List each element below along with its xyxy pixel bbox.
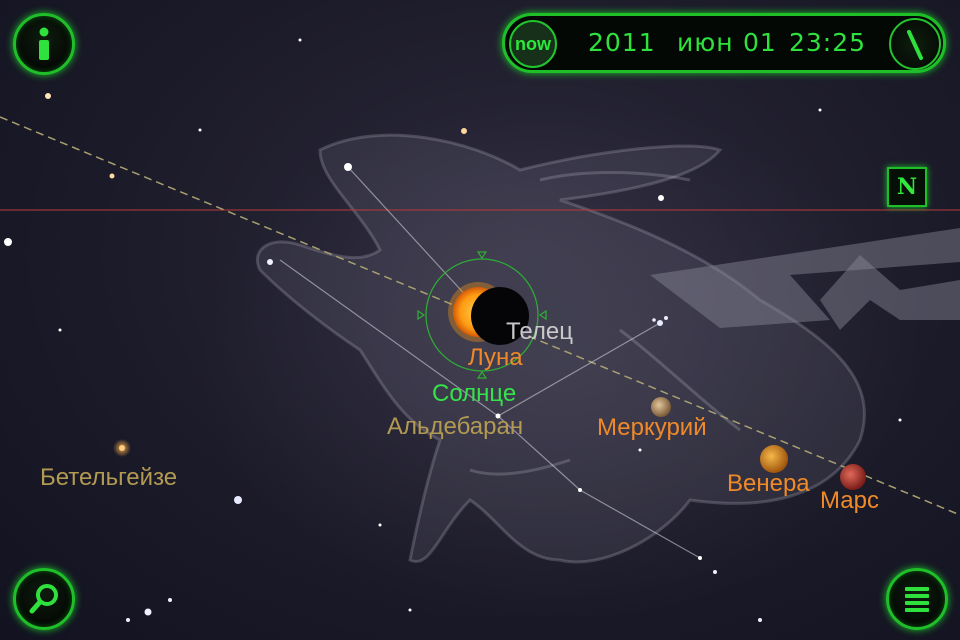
moon-label: Луна	[468, 344, 523, 371]
now-button[interactable]: now	[509, 20, 557, 68]
star	[45, 93, 51, 99]
sun-label: Солнце	[432, 380, 517, 407]
star	[109, 173, 115, 179]
star	[198, 128, 202, 132]
menu-button[interactable]	[886, 568, 948, 630]
star	[298, 38, 302, 42]
star	[664, 316, 668, 320]
venus-label: Венера	[727, 470, 810, 497]
time-dial-button[interactable]	[889, 18, 941, 70]
star	[652, 318, 656, 322]
star	[234, 496, 242, 504]
year-value[interactable]: 2011	[588, 28, 656, 57]
mercury-label: Меркурий	[597, 414, 707, 441]
star	[578, 488, 582, 492]
star	[698, 556, 702, 560]
selection-target-ring	[417, 251, 547, 379]
mars-label: Марс	[820, 487, 879, 514]
star	[4, 238, 12, 246]
constellation-lines	[279, 166, 701, 559]
star	[144, 608, 152, 616]
moon-disk[interactable]	[471, 287, 529, 345]
aldebaran-label: Альдебаран	[387, 413, 524, 440]
star	[898, 418, 902, 422]
mercury-planet[interactable]	[651, 397, 671, 417]
star	[267, 259, 273, 265]
star	[168, 598, 172, 602]
betelgeuse-label: Бетельгейзе	[40, 464, 178, 491]
star	[119, 445, 125, 451]
search-button[interactable]	[13, 568, 75, 630]
star	[58, 328, 62, 332]
star	[495, 413, 501, 419]
menu-list-icon	[905, 587, 929, 612]
constellation-label-taurus: Телец	[506, 318, 573, 345]
time-dial-icon	[907, 30, 923, 60]
search-icon	[29, 584, 58, 614]
info-button[interactable]	[13, 13, 75, 75]
star	[657, 320, 663, 326]
horizon-north-marker	[650, 228, 960, 330]
compass-north-button[interactable]: N	[887, 167, 927, 207]
star	[658, 195, 664, 201]
day-value[interactable]: 01	[743, 28, 777, 57]
star	[818, 108, 822, 112]
time-value[interactable]: 23:25	[789, 28, 867, 57]
star	[344, 163, 352, 171]
star	[713, 570, 717, 574]
star	[758, 618, 762, 622]
star	[408, 608, 412, 612]
venus-planet[interactable]	[760, 445, 788, 473]
info-icon	[39, 27, 49, 60]
ecliptic-line	[0, 116, 960, 516]
date-time-bar[interactable]: now 2011 июн 01 23:25	[502, 13, 946, 73]
milky-way-haze	[200, 100, 920, 620]
star	[461, 128, 467, 134]
star	[126, 618, 130, 622]
mars-planet[interactable]	[840, 464, 866, 490]
taurus-constellation-art	[256, 133, 866, 564]
star	[378, 523, 382, 527]
stars	[4, 38, 902, 622]
star	[638, 448, 642, 452]
month-value[interactable]: июн	[677, 28, 734, 57]
